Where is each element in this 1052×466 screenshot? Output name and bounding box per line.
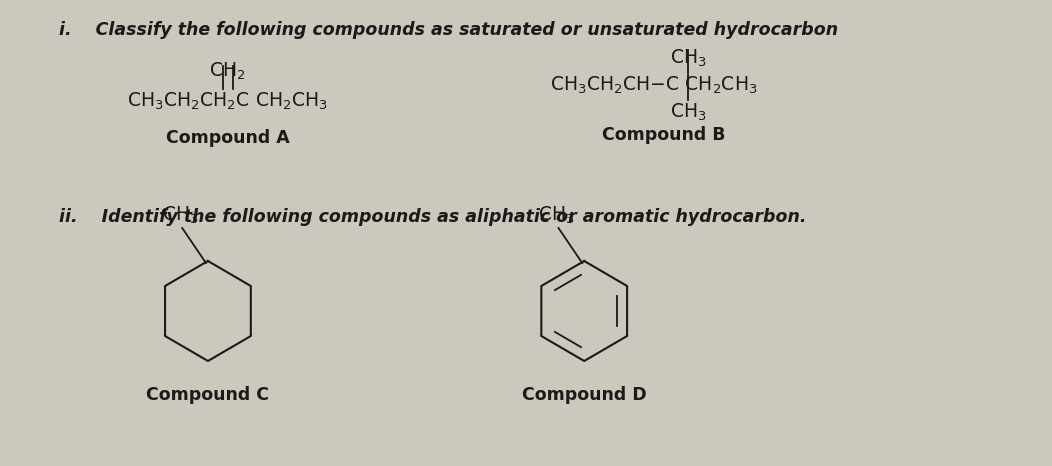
Text: $\mathregular{CH_3}$: $\mathregular{CH_3}$	[539, 205, 574, 226]
Text: $\mathregular{CH_3}$: $\mathregular{CH_3}$	[162, 205, 199, 226]
Text: $\mathregular{CH_3CH_2CH{-}C\ CH_2CH_3}$: $\mathregular{CH_3CH_2CH{-}C\ CH_2CH_3}$	[550, 75, 757, 96]
Text: $\mathregular{CH_3}$: $\mathregular{CH_3}$	[670, 48, 707, 69]
Text: $\mathregular{CH_3CH_2CH_2C\ CH_2CH_3}$: $\mathregular{CH_3CH_2CH_2C\ CH_2CH_3}$	[127, 91, 328, 112]
Text: Compound D: Compound D	[522, 386, 647, 404]
Text: $\mathregular{CH_2}$: $\mathregular{CH_2}$	[209, 61, 246, 82]
Text: Compound B: Compound B	[602, 126, 725, 144]
Text: Compound A: Compound A	[166, 129, 289, 147]
Text: i.    Classify the following compounds as saturated or unsaturated hydrocarbon: i. Classify the following compounds as s…	[59, 21, 838, 39]
Text: $\mathregular{CH_3}$: $\mathregular{CH_3}$	[670, 102, 707, 123]
Text: ii.    Identify the following compounds as aliphatic or aromatic hydrocarbon.: ii. Identify the following compounds as …	[59, 208, 807, 226]
Text: Compound C: Compound C	[146, 386, 269, 404]
